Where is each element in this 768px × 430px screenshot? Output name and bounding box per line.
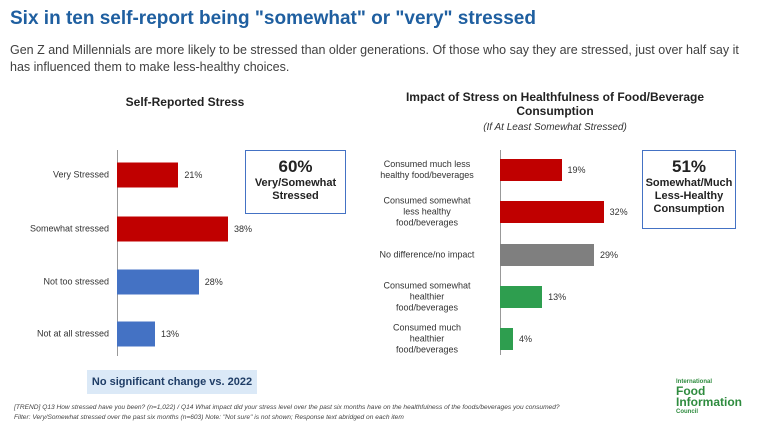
logo-text: Food [676, 384, 706, 398]
value-label: 32% [609, 207, 628, 217]
note: No significant change vs. 2022 [87, 370, 257, 394]
value-label: 21% [184, 170, 203, 180]
category-label: Consumed somewhat less healthy food/beve… [383, 195, 471, 228]
logo-text: International [676, 379, 713, 385]
chart-subtitle: (If At Least Somewhat Stressed) [483, 122, 627, 133]
bar [117, 162, 179, 188]
value-label: 13% [160, 329, 179, 339]
bar [117, 216, 228, 242]
value-label: 29% [599, 250, 618, 260]
footnote: [TREND] Q13 How stressed have you been? … [14, 404, 560, 411]
bar [500, 159, 562, 181]
callout-box: 60% Very/Somewhat Stressed [245, 150, 346, 214]
category-label: No difference/no impact [379, 249, 475, 260]
category-label: Very Stressed [52, 169, 109, 180]
logo-text: Information [676, 395, 742, 409]
axis-line [117, 150, 118, 356]
slide-title: Six in ten self-report being "somewhat" … [10, 8, 536, 29]
category-label: Not too stressed [43, 276, 109, 287]
chart-title: Self-Reported Stress [125, 95, 245, 109]
bar [500, 328, 513, 350]
bar [117, 321, 155, 347]
logo-text: Council [676, 409, 698, 415]
category-label: Consumed somewhat healthier food/beverag… [383, 280, 471, 313]
slide-subtitle: Gen Z and Millennials are more likely to… [10, 43, 739, 74]
callout-value: 51% [671, 157, 707, 176]
category-label: Somewhat stressed [29, 223, 109, 234]
bar [117, 269, 199, 295]
callout-text: Somewhat/Much Less-Healthy Consumption [645, 177, 733, 215]
value-label: 28% [204, 277, 223, 287]
callout-text: Very/Somewhat Stressed [254, 177, 337, 202]
bar [500, 201, 604, 223]
value-label: 38% [233, 224, 252, 234]
callout-value: 60% [278, 157, 313, 176]
value-label: 13% [548, 292, 567, 302]
logo: International Food Information Council [676, 378, 742, 416]
value-label: 19% [567, 165, 586, 175]
chart-title: Impact of Stress on Healthfulness of Foo… [405, 90, 705, 118]
footnote: Filter: Very/Somewhat stressed over the … [14, 414, 404, 421]
category-label: Consumed much healthier food/beverages [392, 322, 462, 355]
category-label: Consumed much less healthy food/beverage… [380, 159, 474, 180]
callout-box: 51% Somewhat/Much Less-Healthy Consumpti… [642, 150, 736, 229]
value-label: 4% [518, 334, 532, 344]
category-label: Not at all stressed [36, 328, 109, 339]
bar [500, 244, 594, 266]
bar [500, 286, 543, 308]
